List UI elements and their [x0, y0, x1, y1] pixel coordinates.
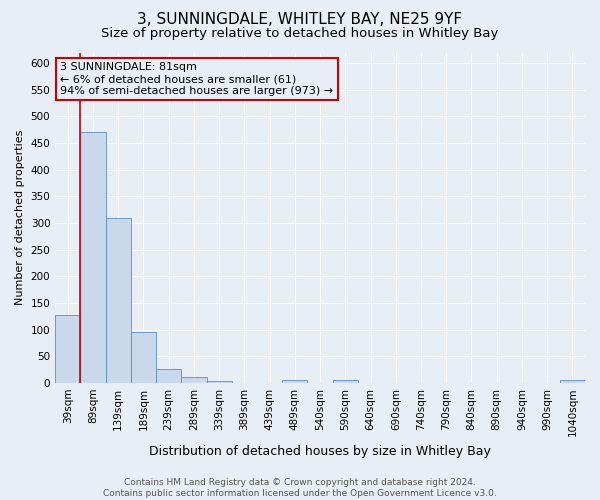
Y-axis label: Number of detached properties: Number of detached properties	[15, 130, 25, 306]
Bar	[332, 380, 358, 383]
Text: 3, SUNNINGDALE, WHITLEY BAY, NE25 9YF: 3, SUNNINGDALE, WHITLEY BAY, NE25 9YF	[137, 12, 463, 28]
Bar	[131, 332, 156, 383]
Bar	[206, 380, 232, 383]
Text: 3 SUNNINGDALE: 81sqm
← 6% of detached houses are smaller (61)
94% of semi-detach: 3 SUNNINGDALE: 81sqm ← 6% of detached ho…	[61, 62, 334, 96]
Bar	[181, 378, 206, 383]
Bar	[282, 380, 307, 383]
Bar	[80, 132, 106, 383]
Bar	[106, 218, 131, 383]
Bar	[55, 314, 80, 383]
Bar	[156, 370, 181, 383]
Text: Size of property relative to detached houses in Whitley Bay: Size of property relative to detached ho…	[101, 28, 499, 40]
X-axis label: Distribution of detached houses by size in Whitley Bay: Distribution of detached houses by size …	[149, 444, 491, 458]
Text: Contains HM Land Registry data © Crown copyright and database right 2024.
Contai: Contains HM Land Registry data © Crown c…	[103, 478, 497, 498]
Bar	[560, 380, 585, 383]
